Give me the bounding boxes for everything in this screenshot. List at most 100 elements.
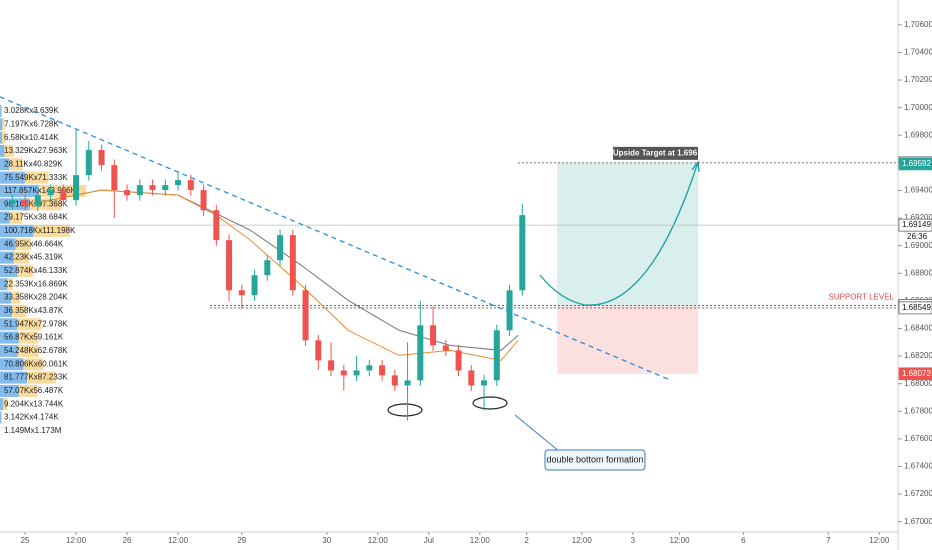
callout-pointer xyxy=(514,414,561,453)
volume-sell xyxy=(2,118,5,131)
volume-buy xyxy=(0,411,2,424)
y-tick-label: 1.68800 xyxy=(904,268,932,277)
volume-sell xyxy=(1,411,3,424)
volume-sell xyxy=(24,171,49,184)
y-tick-label: 1.69200 xyxy=(904,213,932,222)
volume-label: 3.142Kx4.174K xyxy=(4,413,59,422)
candle-body xyxy=(47,190,54,196)
volume-sell xyxy=(11,304,27,317)
volume-label: 9.204Kx13.744K xyxy=(4,399,64,408)
volume-sell xyxy=(23,358,44,371)
x-tick-label: 26 xyxy=(123,536,132,545)
volume-sell xyxy=(26,371,56,384)
volume-buy xyxy=(0,291,12,304)
candle-body xyxy=(328,360,335,371)
volume-label: 6.58Kx10.414K xyxy=(4,133,59,142)
x-tick-label: 3 xyxy=(631,536,636,545)
x-tick-label: 25 xyxy=(21,536,30,545)
volume-buy xyxy=(0,358,24,371)
y-tick-label: 1.68000 xyxy=(904,379,932,388)
volume-label: 22.353Kx16.869K xyxy=(4,279,68,288)
volume-buy xyxy=(0,278,8,291)
volume-buy xyxy=(0,131,3,144)
volume-label: 42.23Kx45.319K xyxy=(4,253,64,262)
y-tick-label: 1.69000 xyxy=(904,241,932,250)
volume-sell xyxy=(13,251,29,264)
candle-body xyxy=(391,375,398,386)
moving-average xyxy=(24,189,519,351)
volume-buy xyxy=(0,304,12,317)
volume-buy xyxy=(0,144,5,157)
volume-label: 100.718Kx111.198K xyxy=(4,226,76,235)
candle-body xyxy=(340,370,347,376)
candle-body xyxy=(9,200,16,205)
y-tick-label: 1.70000 xyxy=(904,103,932,112)
current-price-label: 1.69149 xyxy=(902,220,931,229)
volume-buy xyxy=(0,318,18,331)
volume-buy xyxy=(0,238,16,251)
volume-sell xyxy=(17,264,33,277)
y-tick-label: 1.67600 xyxy=(904,434,932,443)
background xyxy=(0,105,699,424)
volume-buy xyxy=(0,344,18,357)
candle-body xyxy=(200,190,207,211)
volume-sell xyxy=(0,105,3,117)
volume-sell xyxy=(17,318,42,331)
volume-sell xyxy=(17,344,39,357)
candle-body xyxy=(379,365,386,376)
volume-buy xyxy=(0,118,3,131)
x-tick-label: 12:00 xyxy=(572,536,593,545)
x-tick-label: Jul xyxy=(424,536,434,545)
volume-sell xyxy=(9,211,23,224)
volume-label: 28.11Kx40.829K xyxy=(4,159,63,168)
candle-body xyxy=(366,365,373,371)
x-tick-label: 12:00 xyxy=(670,536,691,545)
volume-buy xyxy=(0,331,19,344)
target-label: Upside Target at 1.696 xyxy=(613,148,698,157)
volume-label: 3.028Kx3.639K xyxy=(4,106,59,115)
volume-label: 51.947Kx72.978K xyxy=(4,319,68,328)
candle-body xyxy=(417,325,424,381)
callout-text: double bottom formation xyxy=(546,454,643,464)
y-tick-label: 1.69400 xyxy=(904,186,932,195)
volume-label: 7.197Kx6.728K xyxy=(4,119,59,128)
volume-label: 70.806Kx60.061K xyxy=(4,359,68,368)
y-tick-label: 1.68200 xyxy=(904,351,932,360)
volume-label: 52.874Kx46.133K xyxy=(4,266,68,275)
stop-price-label: 1.68072 xyxy=(902,369,931,378)
volume-sell xyxy=(4,144,14,157)
moving-average xyxy=(24,189,519,361)
volume-buy xyxy=(0,211,10,224)
candle-body xyxy=(34,195,41,206)
stop-price-box xyxy=(898,367,932,381)
y-tick-label: 1.69800 xyxy=(904,130,932,139)
volume-sell xyxy=(2,131,6,144)
candle-body xyxy=(98,150,105,166)
volume-buy xyxy=(0,158,10,171)
x-tick-label: 12:00 xyxy=(368,536,389,545)
volume-label: 33.358Kx28.204K xyxy=(4,293,68,302)
volume-sell xyxy=(11,291,21,304)
volume-buy xyxy=(0,398,4,411)
volume-label: 13.329Kx27.963K xyxy=(4,146,68,155)
support-price-2-box xyxy=(898,301,932,315)
x-tick-label: 2 xyxy=(524,536,529,545)
volume-label: 36.358Kx43.87K xyxy=(4,306,64,315)
candle-body xyxy=(468,370,475,386)
candle-body xyxy=(455,350,462,371)
volume-label: 56.87Kx59.161K xyxy=(4,333,64,342)
volume-label: 29.175Kx38.684K xyxy=(4,213,68,222)
x-tick-label: 29 xyxy=(237,536,246,545)
x-tick-label: 12:00 xyxy=(869,536,890,545)
candle-body xyxy=(162,185,169,191)
candle-body xyxy=(251,275,258,296)
bottom-marker xyxy=(387,403,423,417)
y-tick-label: 1.68400 xyxy=(904,324,932,333)
volume-label: 117.857Kx143.906K xyxy=(4,186,77,195)
target-label-box xyxy=(613,146,698,160)
candle-body xyxy=(60,190,67,201)
projection-arrowhead xyxy=(691,160,700,173)
candle-body xyxy=(136,185,143,196)
last-price-box xyxy=(898,157,932,171)
volume-sell xyxy=(18,331,39,344)
